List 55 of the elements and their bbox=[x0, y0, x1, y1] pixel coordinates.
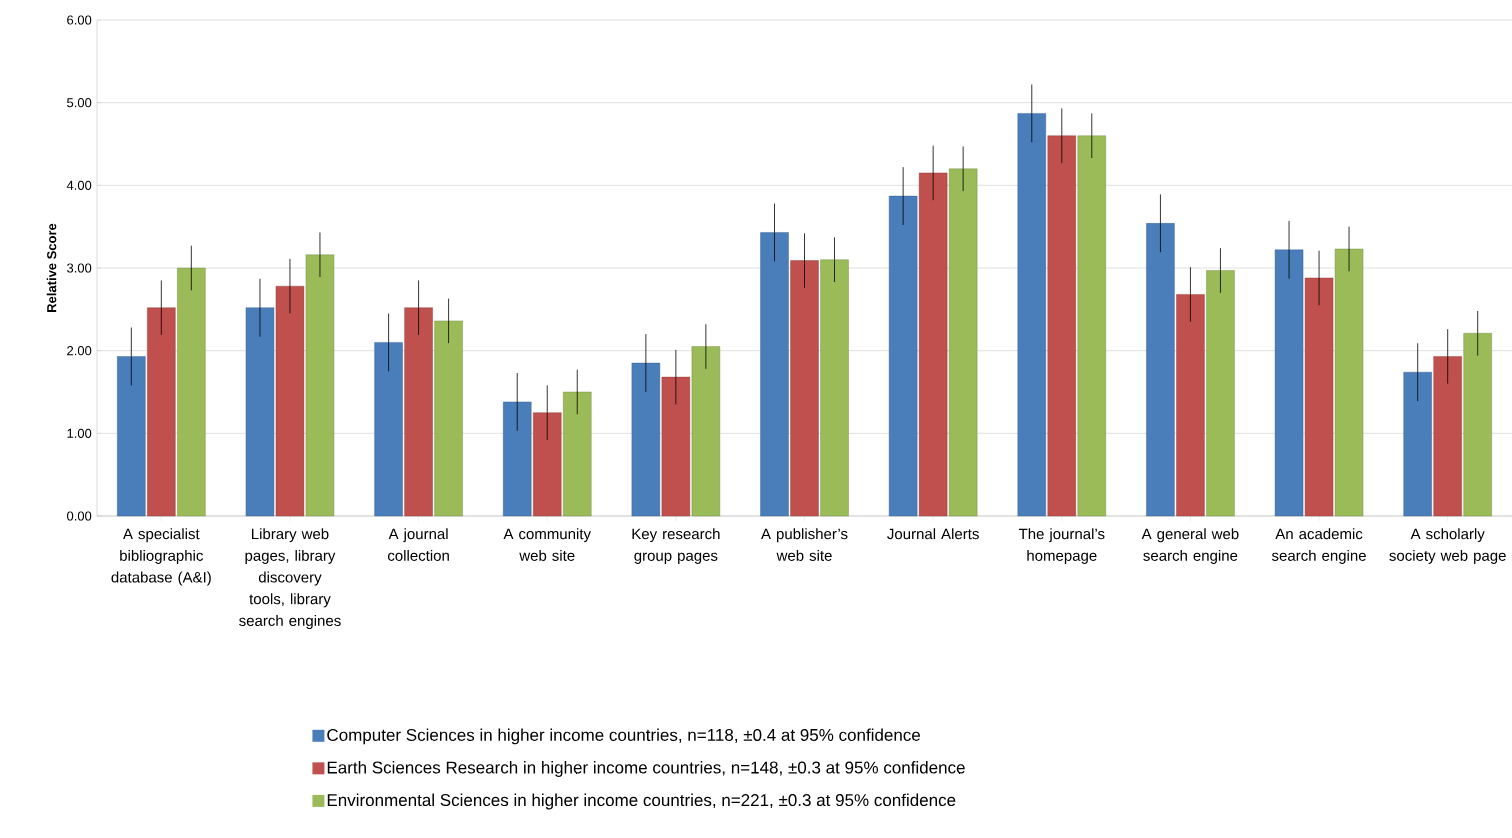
bar bbox=[1176, 294, 1205, 517]
bar bbox=[948, 168, 978, 517]
bar bbox=[1334, 248, 1364, 517]
y-tick-label: 6.00 bbox=[67, 15, 92, 25]
bar bbox=[275, 285, 305, 517]
x-tick-label: A publisher’s web site bbox=[761, 528, 848, 561]
bar bbox=[1146, 223, 1175, 517]
x-tick-label: The journal’s homepage bbox=[1018, 528, 1105, 564]
y-tick-label: 4.00 bbox=[66, 180, 92, 190]
x-tick-label: An academic search engine bbox=[1271, 528, 1366, 564]
bar bbox=[631, 362, 661, 517]
bar bbox=[1463, 333, 1492, 517]
y-tick-label: 0.00 bbox=[67, 511, 92, 521]
bar bbox=[918, 172, 948, 517]
bar bbox=[1206, 270, 1235, 517]
bar bbox=[177, 267, 206, 517]
bar bbox=[563, 391, 592, 517]
bar bbox=[533, 412, 562, 517]
bar bbox=[1433, 356, 1462, 517]
x-tick-label: Library web pages, library discovery tools, library search engines bbox=[239, 528, 341, 629]
bar bbox=[434, 320, 463, 517]
bar bbox=[1047, 135, 1076, 517]
bar bbox=[374, 342, 403, 517]
bar bbox=[1017, 113, 1046, 517]
bar bbox=[117, 356, 146, 517]
x-tick-label: Journal Alerts bbox=[887, 528, 979, 540]
x-tick-label: A scholarly society web page bbox=[1389, 528, 1506, 564]
bar bbox=[760, 232, 789, 517]
bar bbox=[888, 195, 918, 517]
y-axis-title: Relative Score bbox=[46, 223, 57, 312]
bar bbox=[404, 307, 433, 517]
bar bbox=[1077, 135, 1106, 517]
bar bbox=[1274, 249, 1304, 517]
y-tick-label: 3.00 bbox=[67, 263, 92, 273]
legend-label: Earth Sciences Research in higher income countries, n=148, ±0.3 at 95% confidence bbox=[327, 761, 965, 777]
bar bbox=[147, 307, 176, 517]
bar bbox=[1304, 277, 1334, 517]
bar bbox=[691, 346, 721, 517]
bar bbox=[245, 307, 275, 517]
y-tick-label: 1.00 bbox=[67, 428, 92, 438]
x-tick-label: A journal collection bbox=[387, 528, 449, 561]
x-tick-label: A general web search engine bbox=[1141, 528, 1239, 564]
legend-label: Environmental Sciences in higher income countries, n=221, ±0.3 at 95% confidence bbox=[327, 793, 956, 810]
bar bbox=[790, 260, 819, 517]
bar bbox=[305, 254, 335, 517]
legend-label: Computer Sciences in higher income countries, n=118, ±0.4 at 95% confidence bbox=[327, 728, 921, 745]
x-tick-label: A community web site bbox=[503, 528, 591, 561]
x-tick-label: Key research group pages bbox=[632, 528, 720, 564]
y-tick-label: 2.00 bbox=[67, 346, 92, 356]
bar bbox=[1403, 371, 1432, 517]
bar bbox=[820, 259, 849, 517]
x-tick-label: A specialist bibliographic database (A&I) bbox=[111, 528, 211, 586]
bar bbox=[503, 401, 532, 517]
y-tick-label: 5.00 bbox=[67, 98, 92, 108]
bar bbox=[661, 376, 691, 517]
